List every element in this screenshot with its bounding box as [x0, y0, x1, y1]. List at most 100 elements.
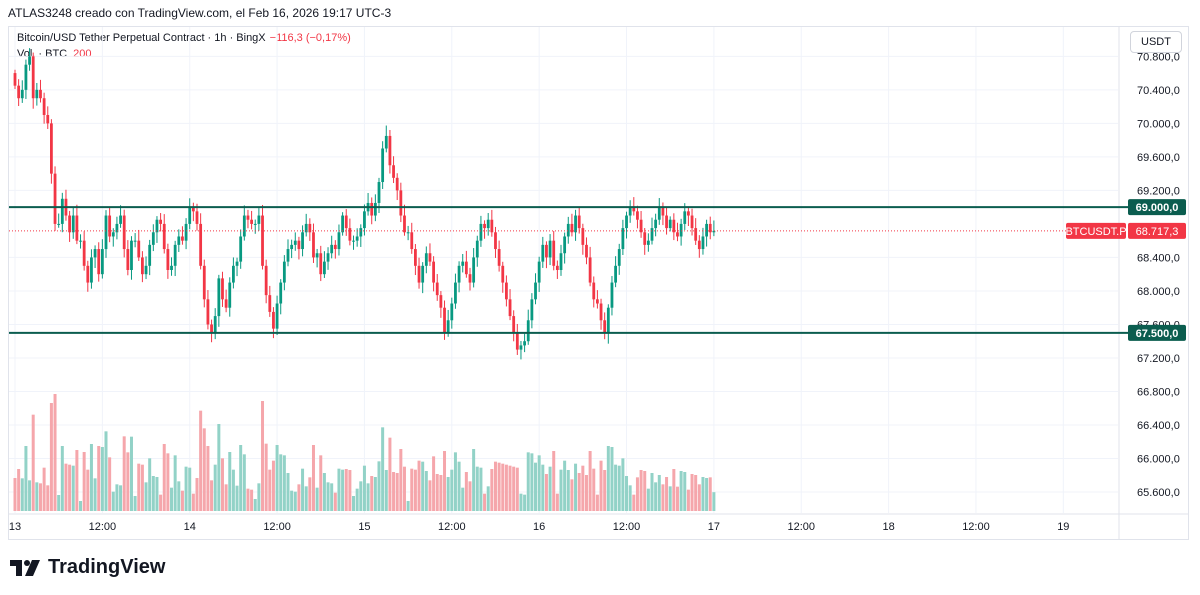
candle-body: [282, 261, 286, 283]
candle-body: [610, 282, 614, 308]
candle-body: [50, 123, 53, 174]
candle-body: [563, 236, 567, 254]
candle-body: [319, 253, 323, 275]
volume-bar: [537, 455, 541, 511]
candle-body: [119, 215, 122, 224]
candle-body: [679, 223, 683, 237]
volume-bar: [635, 477, 639, 511]
volume-bar: [282, 455, 286, 511]
volume-bar: [293, 491, 297, 511]
volume-bar: [392, 472, 396, 511]
level-price-label: 69.000,0: [1136, 202, 1179, 214]
candle-body: [75, 215, 79, 241]
candle-body: [217, 278, 221, 317]
candle-body: [559, 253, 563, 270]
volume-bar: [86, 469, 90, 511]
candle-body: [177, 236, 181, 245]
candle-body: [195, 211, 199, 224]
candle-body: [221, 278, 224, 300]
volume-bar: [333, 492, 337, 511]
volume-bar: [534, 462, 538, 511]
volume-bar: [657, 475, 661, 511]
y-tick-label: 66.800,0: [1137, 387, 1180, 399]
volume-bar: [453, 452, 457, 511]
volume-bar: [697, 484, 701, 511]
volume-bar: [79, 501, 83, 511]
volume-bar: [574, 463, 578, 511]
volume-bar: [672, 469, 676, 511]
volume-bar: [290, 490, 294, 511]
candle-body: [424, 253, 428, 266]
volume-bar: [457, 461, 461, 511]
volume-bar: [610, 447, 614, 511]
candle-body: [534, 282, 537, 300]
candle-body: [286, 249, 290, 262]
candle-body: [632, 207, 636, 212]
tradingview-logo[interactable]: TradingView: [10, 556, 165, 579]
candle-body: [450, 303, 454, 321]
symbol-legend[interactable]: Bitcoin/USD Tether Perpetual Contract · …: [17, 32, 351, 44]
volume-bar: [617, 465, 621, 511]
volume-bar: [20, 478, 24, 511]
volume-bar: [129, 436, 133, 511]
candle-body: [133, 240, 137, 242]
volume-bar: [246, 488, 250, 511]
volume-bar: [275, 445, 279, 511]
candle-body: [181, 236, 184, 241]
tradingview-logo-icon: [10, 559, 40, 576]
brand-name: TradingView: [48, 556, 166, 578]
candle-body: [13, 73, 17, 86]
candle-body: [403, 215, 406, 233]
candle-body: [93, 249, 97, 258]
candle-body: [457, 265, 461, 283]
candle-body: [596, 299, 599, 304]
volume-bar: [388, 437, 392, 511]
volume-bar: [508, 465, 512, 511]
candle-body: [508, 299, 512, 317]
candle-body: [333, 244, 337, 250]
volume-bar: [384, 470, 388, 511]
volume-bar: [250, 489, 254, 511]
volume-bar: [257, 483, 261, 511]
volume-bar: [639, 470, 643, 511]
currency-button[interactable]: USDT: [1130, 31, 1182, 53]
candle-body: [159, 219, 162, 224]
volume-bar: [330, 483, 334, 511]
candle-body: [395, 177, 399, 191]
candle-body: [373, 202, 377, 216]
candle-body: [479, 223, 483, 241]
candle-body: [28, 56, 31, 65]
volume-bar: [166, 453, 170, 511]
candle-body: [377, 182, 381, 203]
candle-body: [501, 265, 505, 283]
level-price-tag: [1128, 199, 1186, 216]
candle-body: [111, 232, 115, 237]
candle-body: [435, 282, 439, 296]
y-tick-label: 69.200,0: [1137, 185, 1180, 197]
volume-bar: [552, 451, 556, 511]
x-tick-label: 12:00: [787, 521, 815, 533]
candle-body: [494, 232, 497, 250]
candle-body: [162, 223, 166, 250]
candle-body: [239, 236, 243, 262]
candle-body: [348, 228, 352, 241]
candle-body: [68, 215, 71, 233]
volume-bar: [228, 452, 232, 511]
volume-bar: [450, 469, 454, 511]
candle-body: [115, 223, 119, 233]
volume-bar: [341, 469, 345, 511]
volume-bar: [261, 401, 265, 511]
x-tick-label: 17: [708, 521, 720, 533]
candle-body: [497, 249, 501, 266]
volume-bar: [24, 446, 28, 511]
volume-bar: [177, 481, 181, 511]
y-tick-label: 70.000,0: [1137, 118, 1180, 130]
candle-body: [505, 282, 508, 300]
candle-body: [330, 244, 334, 254]
candle-body: [646, 240, 650, 245]
volume-bar: [606, 446, 610, 511]
candle-body: [253, 223, 257, 225]
volume-bar: [614, 464, 618, 511]
candle-body: [388, 135, 392, 166]
